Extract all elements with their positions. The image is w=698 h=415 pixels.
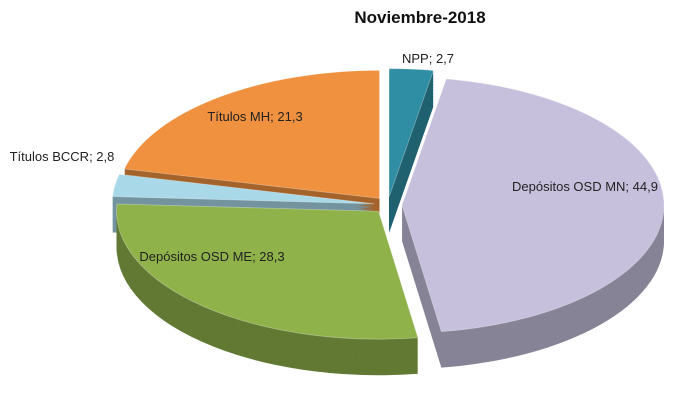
data-label: Títulos MH; 21,3: [207, 109, 303, 124]
data-label: Depósitos OSD MN; 44,9: [512, 179, 658, 194]
data-label: Títulos BCCR; 2,8: [9, 149, 115, 164]
slice: [123, 70, 380, 199]
slice: [112, 173, 375, 205]
data-label: NPP; 2,7: [401, 51, 455, 66]
slice: [116, 203, 419, 340]
slice: [401, 78, 665, 333]
slice: [388, 68, 434, 197]
chart-title: Noviembre-2018: [354, 8, 486, 27]
data-label: Depósitos OSD ME; 28,3: [139, 249, 285, 264]
